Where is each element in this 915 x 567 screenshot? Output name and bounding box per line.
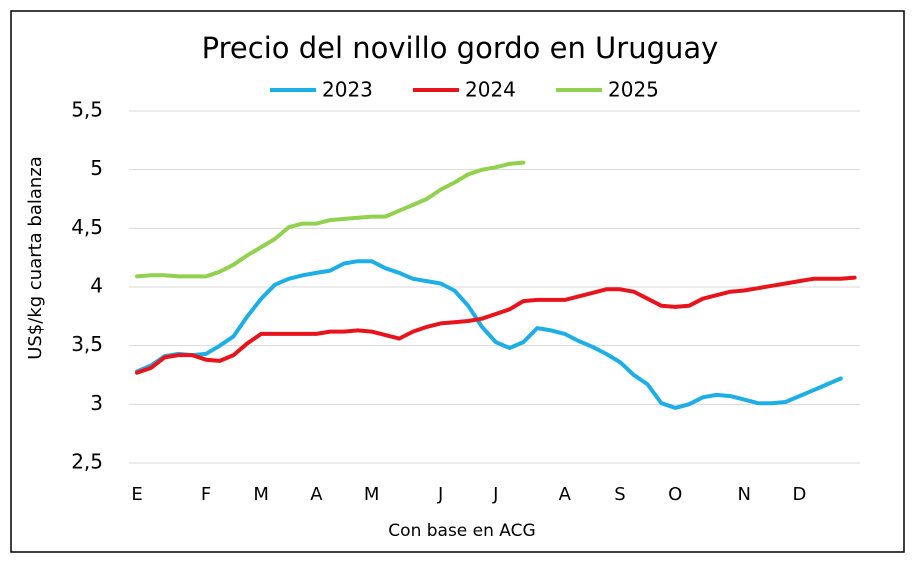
- legend-label: 2024: [465, 78, 516, 102]
- y-tick-label: 5: [90, 156, 103, 180]
- series-line: [135, 160, 526, 279]
- chart-title: Precio del novillo gordo en Uruguay: [202, 31, 719, 65]
- y-tick-label: 3: [90, 391, 103, 415]
- x-tick-label: J: [492, 484, 498, 505]
- series-line: [135, 259, 843, 410]
- legend-label: 2023: [322, 78, 373, 102]
- x-tick-label: D: [792, 484, 806, 505]
- chart-border: [10, 10, 905, 553]
- x-tick-label: M: [253, 484, 269, 505]
- y-axis-label: US$/kg cuarta balanza: [25, 156, 46, 360]
- x-tick-label: A: [310, 484, 323, 505]
- x-tick-label: A: [559, 484, 572, 505]
- series-line: [135, 275, 857, 375]
- x-tick-label: E: [131, 484, 142, 505]
- x-tick-label: F: [201, 484, 211, 505]
- x-tick-label: S: [614, 484, 625, 505]
- x-tick-label: N: [737, 484, 750, 505]
- y-tick-label: 3,5: [71, 332, 103, 356]
- x-tick-label: O: [668, 484, 682, 505]
- x-tick-label: M: [364, 484, 380, 505]
- x-axis-label: Con base en ACG: [388, 521, 535, 541]
- y-tick-label: 4,5: [71, 215, 103, 239]
- x-tick-label: J: [437, 484, 443, 505]
- y-tick-label: 2,5: [71, 450, 103, 474]
- legend-label: 2025: [608, 78, 659, 102]
- y-tick-label: 5,5: [71, 98, 103, 122]
- y-tick-label: 4: [90, 274, 103, 298]
